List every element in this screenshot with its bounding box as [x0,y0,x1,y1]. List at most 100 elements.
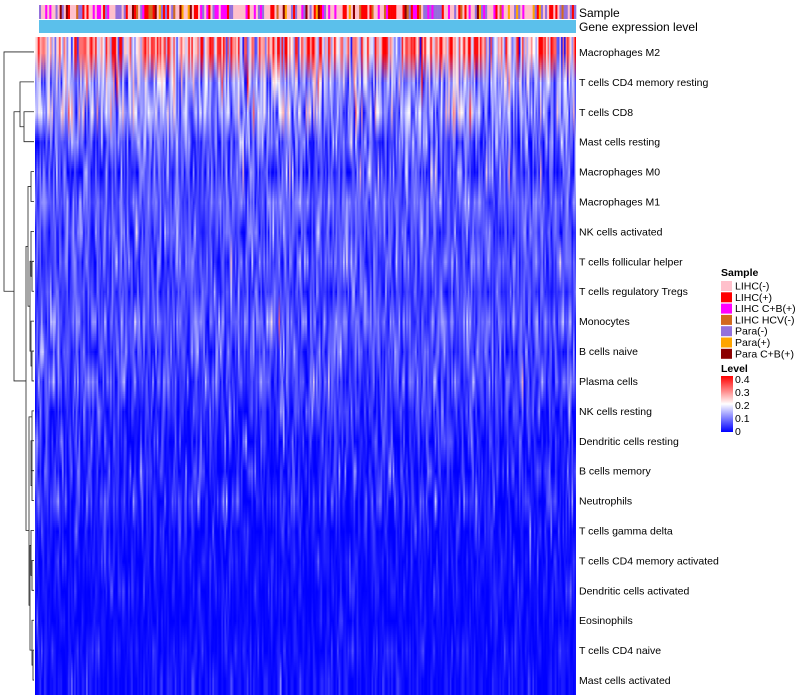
sample-annotation-cell [423,5,426,19]
dendrogram-branch [30,231,34,277]
dendrogram-branch [23,111,34,143]
sample-annotation-cell [74,5,77,19]
sample-annotation-bar [39,5,577,19]
sample-annotation-cell [293,5,296,19]
sample-annotation-cell [146,5,149,19]
sample-annotation-cell [51,5,54,19]
dendrogram-branch [28,416,32,606]
sample-annotation-cell [379,5,383,19]
sample-annotation-cell [503,5,507,19]
sample-annotation-cell [113,5,116,19]
sample-annotation-cell [140,5,143,19]
sample-annotation-cell [480,5,484,19]
sample-annotation-cell [78,5,81,19]
sample-annotation-cell [224,5,228,19]
sample-annotation-cell [334,5,337,19]
row-label: Neutrophils [579,496,632,508]
sample-annotation-cell [377,5,381,19]
sample-annotation-cell [557,5,560,19]
sample-annotation-cell [53,5,56,19]
sample-annotation-cell [47,5,50,19]
dendrogram-branch [30,171,34,202]
sample-annotation-cell [200,5,203,19]
sample-annotation-cell [76,5,79,19]
sample-annotation-cell [375,5,379,19]
sample-annotation-cell [435,5,438,19]
sample-annotation-cell [295,5,298,19]
sample-legend-label: LIHC(-) [735,281,769,293]
sample-annotation-cell [55,5,58,19]
sample-annotation-cell [90,5,93,19]
level-legend-tick: 0.1 [735,413,750,425]
gene-expression-annotation-bar [39,20,576,33]
heatmap-cells [35,37,576,695]
dendrogram-branch [30,320,34,367]
sample-annotation-cell [505,5,509,19]
sample-annotation-cell [555,5,558,19]
sample-annotation-cell [493,5,496,19]
sample-annotation-cell [266,5,269,19]
gene-expression-annotation-label: Gene expression level [579,20,698,34]
sample-annotation-cell [169,5,172,19]
sample-annotation-cell [193,5,197,19]
sample-annotation-cell [340,5,343,19]
sample-annotation-cell [468,5,471,19]
sample-annotation-cell [65,5,69,19]
sample-annotation-cell [359,5,362,19]
sample-annotation-cell [218,5,222,19]
sample-annotation-cell [381,5,385,19]
sample-annotation-cell [383,5,387,19]
row-label: B cells memory [579,466,652,478]
sample-annotation-cell [276,5,279,19]
sample-annotation-cell [307,5,310,19]
sample-annotation-cell [509,5,513,19]
sample-annotation-cell [551,5,554,19]
sample-annotation-cell [404,5,407,19]
level-legend-tick: 0 [735,426,741,438]
dendrogram-branch [31,260,34,292]
sample-annotation-cell [129,5,133,19]
row-label: B cells naive [579,346,638,358]
sample-legend-swatch [721,281,732,291]
row-label: T cells CD8 [579,107,633,119]
dendrogram-branch [31,410,34,472]
sample-annotation-cell [549,5,552,19]
dendrogram-branch [19,81,34,128]
sample-annotation-cell [82,5,85,19]
sample-annotation-cell [561,5,564,19]
sample-annotation-cell [350,5,354,19]
sample-annotation-cell [231,5,234,19]
sample-annotation-cell [518,5,521,19]
row-label: Dendritic cells activated [579,585,689,597]
sample-annotation-cell [410,5,414,19]
sample-annotation-cell [67,5,71,19]
sample-annotation-cell [330,5,333,19]
sample-annotation-cell [520,5,523,19]
sample-annotation-cell [84,5,87,19]
sample-annotation-cell [171,5,174,19]
sample-annotation-cell [156,5,160,19]
sample-annotation-cell [274,5,277,19]
sample-annotation-cell [98,5,102,19]
sample-annotation-cell [392,5,395,19]
sample-annotation-cell [80,5,83,19]
sample-annotation-cell [462,5,465,19]
sample-annotation-cell [198,5,201,19]
sample-annotation-cell [476,5,480,19]
sample-annotation-cell [499,5,502,19]
row-label: Mast cells resting [579,137,660,149]
sample-annotation-cell [425,5,428,19]
sample-annotation-cell [514,5,517,19]
sample-annotation-cell [92,5,96,19]
sample-annotation-cell [152,5,155,19]
sample-annotation-cell [63,5,67,19]
row-label: T cells CD4 memory resting [579,77,708,89]
sample-annotation-cell [45,5,48,19]
sample-annotation-cell [125,5,129,19]
sample-annotation-cell [214,5,217,19]
sample-annotation-cell [394,5,397,19]
sample-annotation-cell [489,5,492,19]
sample-annotation-cell [433,5,436,19]
row-label: Plasma cells [579,376,638,388]
sample-annotation-cell [538,5,542,19]
